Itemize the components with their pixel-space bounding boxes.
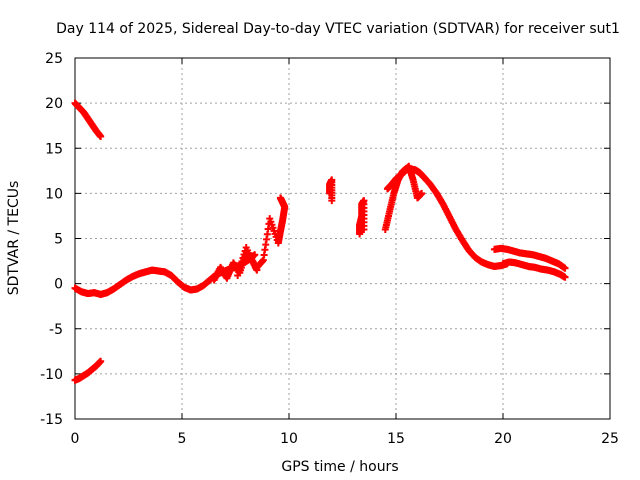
series-segment-near-13h bbox=[356, 197, 368, 238]
chart-title: Day 114 of 2025, Sidereal Day-to-day VTE… bbox=[56, 21, 620, 37]
series-segment-upper-start bbox=[71, 99, 105, 141]
x-tick-label: 5 bbox=[178, 431, 187, 447]
series-segment-lower-start bbox=[71, 357, 105, 384]
x-tick-label: 15 bbox=[387, 431, 405, 447]
series-tail-band-upper bbox=[490, 244, 569, 272]
y-tick-label: -5 bbox=[49, 322, 63, 338]
data-point bbox=[418, 189, 426, 197]
x-axis-label: GPS time / hours bbox=[281, 459, 398, 475]
y-tick-label: 25 bbox=[45, 51, 63, 67]
data-point bbox=[251, 251, 259, 259]
data-point bbox=[234, 272, 242, 280]
data-point bbox=[239, 254, 247, 262]
data-points bbox=[71, 99, 569, 384]
data-point bbox=[236, 265, 244, 273]
data-point bbox=[240, 251, 248, 259]
y-axis: -15 -10 -5 0 5 10 15 20 25 bbox=[40, 51, 610, 428]
data-point bbox=[242, 244, 250, 252]
data-point bbox=[235, 268, 243, 276]
y-tick-label: 0 bbox=[54, 277, 63, 293]
data-point bbox=[97, 357, 105, 365]
data-point bbox=[97, 133, 105, 141]
data-point bbox=[561, 264, 569, 272]
x-tick-label: 20 bbox=[494, 431, 512, 447]
data-point bbox=[276, 194, 284, 202]
y-tick-label: 15 bbox=[45, 141, 63, 157]
data-point bbox=[238, 258, 246, 266]
y-tick-label: 20 bbox=[45, 96, 63, 112]
series-main-hump-inner bbox=[383, 162, 426, 202]
x-tick-label: 0 bbox=[71, 431, 80, 447]
data-point bbox=[360, 225, 368, 233]
data-point bbox=[237, 261, 245, 269]
series-segment-near-12h bbox=[326, 176, 336, 205]
series-tail-band-lower bbox=[499, 258, 569, 281]
y-tick-label: -15 bbox=[40, 412, 63, 428]
series-main-hump bbox=[381, 164, 511, 270]
x-tick-label: 25 bbox=[601, 431, 619, 447]
y-tick-label: -10 bbox=[40, 367, 63, 383]
series-main-curve-scatter bbox=[210, 244, 261, 284]
data-point bbox=[241, 247, 249, 255]
x-tick-label: 10 bbox=[280, 431, 298, 447]
x-axis: 0 5 10 15 20 25 bbox=[71, 58, 619, 447]
y-axis-label: SDTVAR / TECUs bbox=[6, 181, 22, 296]
y-tick-label: 5 bbox=[54, 232, 63, 248]
series-segment-near-9h bbox=[253, 194, 289, 271]
data-point bbox=[561, 273, 569, 281]
grid-lines bbox=[75, 58, 610, 419]
y-tick-label: 10 bbox=[45, 186, 63, 202]
data-point bbox=[328, 197, 336, 205]
